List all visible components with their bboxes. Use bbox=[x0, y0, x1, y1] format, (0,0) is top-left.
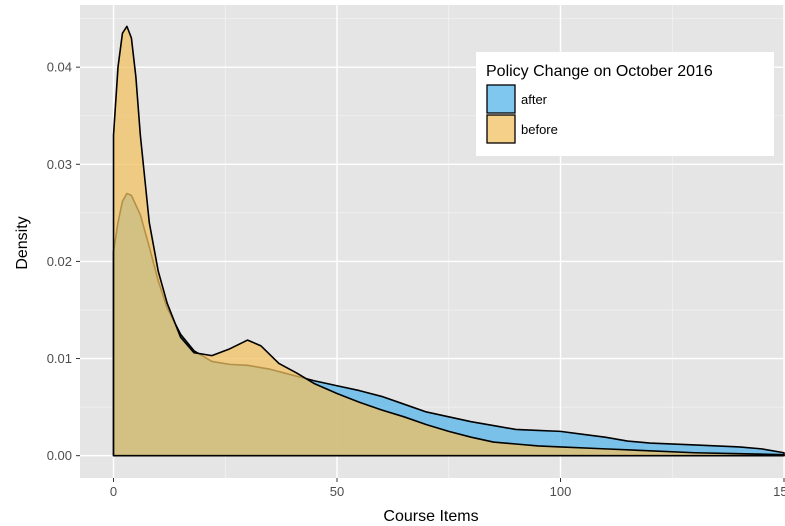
legend-key-after bbox=[486, 84, 516, 114]
legend-label-before: before bbox=[521, 122, 558, 137]
legend-title: Policy Change on October 2016 bbox=[486, 63, 713, 80]
legend: Policy Change on October 2016 after befor… bbox=[476, 52, 774, 156]
y-axis-ticks: 0.00 0.01 0.02 0.03 0.04 bbox=[47, 60, 80, 463]
y-tick-label: 0.00 bbox=[47, 448, 72, 463]
legend-background bbox=[476, 52, 774, 156]
x-tick-label: 150 bbox=[773, 484, 785, 499]
y-tick-label: 0.04 bbox=[47, 60, 72, 75]
y-axis-title: Density bbox=[14, 216, 31, 269]
x-axis-title: Course Items bbox=[383, 508, 478, 525]
x-axis-ticks: 0 50 100 150 bbox=[110, 478, 785, 499]
x-tick-label: 50 bbox=[330, 484, 344, 499]
density-area-before bbox=[112, 25, 785, 457]
legend-label-after: after bbox=[521, 92, 548, 107]
y-tick-label: 0.02 bbox=[47, 254, 72, 269]
legend-key-before bbox=[486, 114, 516, 144]
y-tick-label: 0.03 bbox=[47, 157, 72, 172]
x-tick-label: 100 bbox=[550, 484, 572, 499]
x-tick-label: 0 bbox=[110, 484, 117, 499]
density-areas bbox=[112, 25, 785, 457]
legend-items: after before bbox=[486, 84, 558, 144]
y-tick-label: 0.01 bbox=[47, 351, 72, 366]
